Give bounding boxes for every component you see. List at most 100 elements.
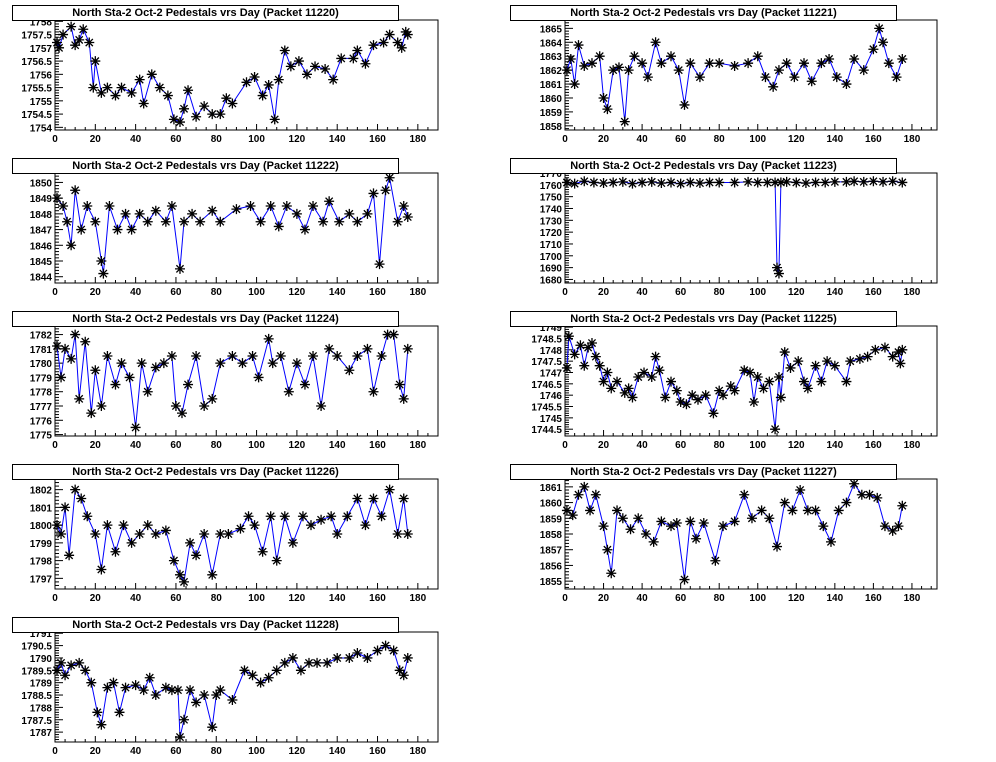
x-tick-label: 140: [827, 134, 844, 145]
x-tick-label: 60: [675, 440, 687, 451]
y-tick-label: 1864: [540, 38, 563, 49]
x-tick-label: 80: [211, 287, 223, 298]
data-point-star: [60, 670, 71, 681]
data-point-star: [285, 61, 296, 72]
data-point-star: [743, 176, 754, 187]
x-tick-label: 120: [788, 440, 805, 451]
data-point-star: [134, 74, 145, 85]
data-point-star: [352, 351, 363, 361]
data-point-star: [402, 529, 413, 539]
data-point-star: [297, 511, 308, 522]
data-point-star: [718, 521, 729, 532]
data-point-star: [344, 652, 355, 663]
x-tick-label: 60: [675, 287, 687, 298]
data-point-star: [691, 533, 702, 544]
data-point-star: [627, 178, 638, 189]
data-point-star: [90, 365, 101, 376]
data-point-star: [887, 351, 898, 362]
data-point-star: [762, 177, 773, 188]
data-point-star: [138, 98, 149, 109]
data-point-star: [352, 216, 363, 227]
data-point-star: [392, 216, 403, 227]
data-point-star: [799, 58, 810, 69]
data-point-star: [602, 544, 613, 555]
data-point-star: [92, 707, 103, 718]
x-tick-label: 100: [248, 746, 265, 757]
y-tick-label: 1847: [30, 226, 53, 237]
data-point-star: [396, 42, 407, 53]
data-point-star: [185, 537, 196, 548]
x-tick-label: 140: [329, 593, 346, 604]
data-point-star: [54, 42, 65, 53]
data-point-star: [772, 262, 783, 273]
data-point-star: [612, 376, 623, 387]
x-tick-label: 180: [409, 746, 426, 757]
data-point-star: [142, 520, 153, 531]
chart-panel: 0 20 40 60 80 100 120 140 160 180 1744.517451745.5…: [531, 323, 938, 451]
data-point-star: [104, 201, 115, 211]
data-point-star: [725, 381, 736, 392]
data-point-star: [602, 367, 613, 378]
x-tick-label: 100: [749, 593, 766, 604]
data-point-star: [195, 216, 206, 227]
data-point-star: [70, 484, 81, 495]
data-point-star: [579, 176, 590, 187]
y-tick-label: 1788.5: [21, 691, 52, 702]
data-point-star: [382, 329, 393, 340]
data-point-star: [273, 221, 284, 232]
x-tick-label: 40: [637, 134, 649, 145]
y-tick-label: 1778: [30, 388, 53, 399]
x-tick-label: 100: [248, 593, 265, 604]
data-point-star: [142, 216, 153, 227]
y-tick-label: 1791: [30, 629, 53, 640]
data-point-star: [174, 263, 185, 274]
x-tick-label: 100: [248, 287, 265, 298]
y-tick-label: 1798: [30, 557, 53, 568]
x-tick-label: 40: [637, 287, 649, 298]
x-tick-label: 120: [788, 287, 805, 298]
data-point-star: [207, 722, 218, 733]
data-point-star: [88, 82, 99, 93]
data-point-star: [283, 386, 294, 397]
data-point-star: [78, 24, 89, 35]
data-point-star: [102, 351, 113, 361]
data-point-star: [176, 408, 187, 419]
x-tick-label: 100: [248, 134, 265, 145]
data-point-star: [96, 401, 107, 411]
data-point-star: [362, 652, 373, 663]
data-point-star: [864, 489, 875, 500]
data-point-star: [130, 422, 141, 433]
data-point-star: [279, 45, 290, 56]
data-point-star: [868, 176, 879, 187]
chart-panel: 0 20 40 60 80 100 120 140 160 18017871787.5178817…: [21, 629, 439, 757]
data-point-star: [878, 37, 889, 48]
x-tick-label: 40: [130, 287, 142, 298]
x-tick-label: 140: [329, 746, 346, 757]
x-tick-label: 40: [130, 746, 142, 757]
y-tick-label: 1846: [30, 241, 53, 252]
data-point-star: [247, 670, 258, 681]
data-point-star: [60, 502, 71, 513]
x-tick-label: 40: [130, 440, 142, 451]
x-tick-label: 100: [248, 440, 265, 451]
data-point-star: [179, 103, 190, 114]
x-tick-label: 120: [289, 440, 306, 451]
data-point-star: [856, 489, 867, 500]
data-point-star: [718, 390, 729, 401]
data-point-star: [342, 511, 353, 522]
data-point-star: [336, 53, 347, 64]
data-point-star: [561, 505, 572, 516]
data-point-star: [352, 648, 363, 659]
data-point-star: [52, 520, 63, 531]
y-tick-label: 1789: [30, 679, 53, 690]
y-tick-label: 1856: [540, 561, 563, 572]
x-tick-label: 60: [675, 593, 687, 604]
data-point-star: [779, 347, 790, 358]
x-tick-label: 40: [130, 134, 142, 145]
data-point-star: [704, 177, 715, 188]
data-point-star: [207, 569, 218, 580]
x-tick-label: 0: [562, 440, 568, 451]
data-point-star: [308, 201, 319, 211]
data-point-star: [199, 529, 210, 539]
x-tick-label: 80: [714, 134, 726, 145]
